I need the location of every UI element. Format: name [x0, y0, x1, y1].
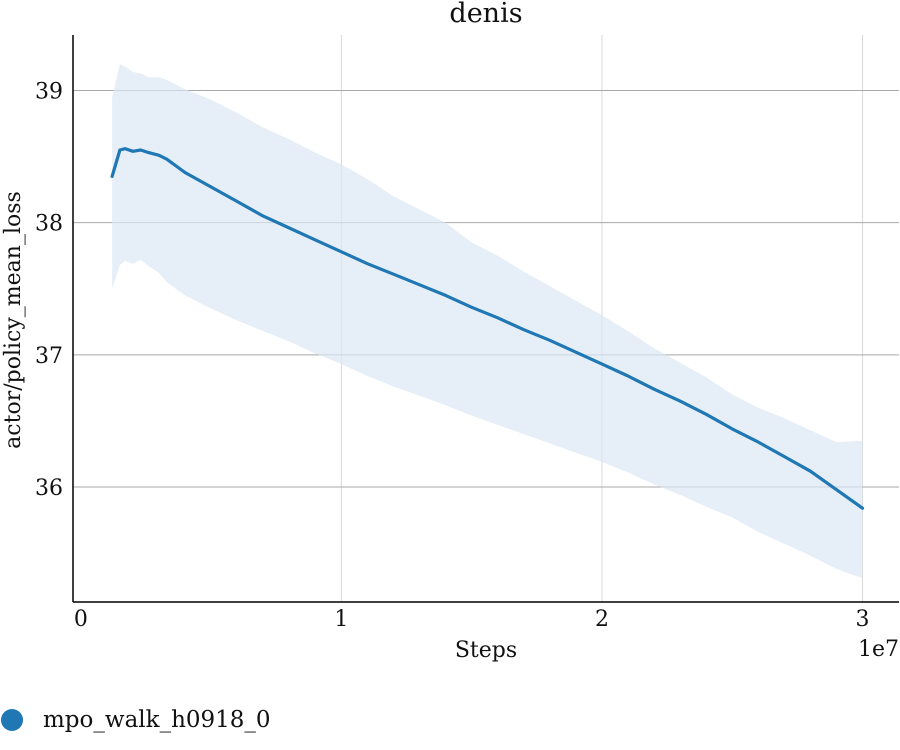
- x-tick-label: 3: [856, 607, 870, 632]
- x-tick-label: 0: [74, 607, 88, 632]
- y-tick-label: 37: [35, 344, 63, 369]
- legend: mpo_walk_h0918_0: [0, 704, 271, 736]
- line-layer: [110, 147, 865, 510]
- series-confidence-band: [112, 64, 863, 579]
- y-tick-label: 38: [35, 212, 63, 237]
- legend-marker: [1, 709, 23, 731]
- legend-label: mpo_walk_h0918_0: [43, 707, 271, 733]
- x-tick-label: 2: [595, 607, 609, 632]
- x-axis-label: Steps: [455, 638, 517, 663]
- y-tick-label: 39: [35, 80, 63, 105]
- x-axis-offset-label: 1e7: [858, 637, 899, 662]
- x-tick-label: 1: [334, 607, 348, 632]
- band-layer: [112, 64, 863, 579]
- series-line: [110, 147, 865, 510]
- y-tick-label: 36: [35, 476, 63, 501]
- chart-title: denis: [449, 0, 522, 29]
- axes: [72, 35, 899, 603]
- tick-labels: 0 1 2 3 36 37 38 39: [35, 80, 870, 632]
- y-axis-label: actor/policy_mean_loss: [1, 191, 26, 449]
